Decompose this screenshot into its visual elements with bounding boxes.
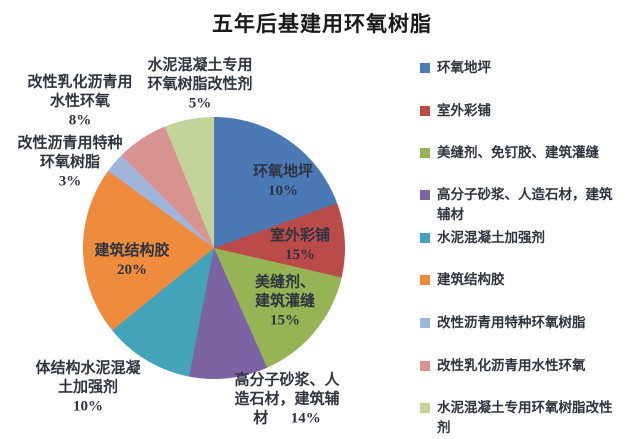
legend-label: 改性沥青用特种环氧树脂 — [437, 315, 586, 330]
legend-label: 环氧地坪 — [437, 60, 491, 75]
legend-label: 建筑结构胶 — [437, 272, 505, 287]
pie-label-shiwaicaipu: 室外彩铺 15% — [269, 228, 331, 263]
legend-swatch-icon — [420, 403, 430, 413]
legend-label: 高分子砂浆、人造石材，建筑辅材 — [437, 187, 613, 222]
pie-label-gaofenzishajiang: 高分子砂浆、人 造石材，建筑辅 材 14% — [234, 372, 340, 427]
pie-label-huanyangdiping: 环氧地坪 10% — [252, 164, 314, 199]
legend-label: 室外彩铺 — [437, 103, 491, 118]
legend-swatch-icon — [420, 190, 430, 200]
pie-label-meifengji: 美缝剂、 建筑灌缝 15% — [254, 274, 316, 329]
legend-swatch-icon — [420, 106, 430, 116]
legend-item-ruhualiqing-shuixing: 改性乳化沥青用水性环氧 — [420, 356, 617, 376]
legend-item-jianzhujiegoujiao: 建筑结构胶 — [420, 270, 617, 290]
pie-chart — [83, 117, 345, 379]
legend-swatch-icon — [420, 233, 430, 243]
legend-swatch-icon — [420, 275, 430, 285]
legend-label: 水泥混凝土加强剂 — [437, 230, 545, 245]
legend-item-huanyangdiping: 环氧地坪 — [420, 58, 617, 78]
legend-item-jiaqiangji: 水泥混凝土加强剂 — [420, 228, 617, 248]
pie-label-jianzhujiegoujiao: 建筑结构胶 20% — [94, 243, 170, 278]
legend-label: 水泥混凝土专用环氧树脂改性剂 — [437, 400, 613, 435]
pie-label-gaixingji: 水泥混凝土专用 环氧树脂改性剂 5% — [147, 57, 253, 112]
legend-label: 美缝剂、免钉胶、建筑灌缝 — [437, 145, 599, 160]
pie-label-gaixingliqing-tezhong: 改性沥青用特种 环氧树脂 3% — [17, 135, 123, 190]
legend-item-gaixingliqing-tezhong: 改性沥青用特种环氧树脂 — [420, 313, 617, 333]
pie-label-jiaqiangji: 体结构水泥混凝 土加强剂 10% — [35, 360, 141, 415]
legend-swatch-icon — [420, 148, 430, 158]
legend-swatch-icon — [420, 63, 430, 73]
legend-item-shiwaicaipu: 室外彩铺 — [420, 101, 617, 121]
legend-swatch-icon — [420, 361, 430, 371]
legend-item-gaofenzishajiang: 高分子砂浆、人造石材，建筑辅材 — [420, 185, 617, 225]
chart-title: 五年后基建用环氧树脂 — [212, 12, 432, 36]
legend-item-gaixingji: 水泥混凝土专用环氧树脂改性剂 — [420, 398, 617, 438]
legend-item-meifengji: 美缝剂、免钉胶、建筑灌缝 — [420, 143, 617, 163]
pie-label-ruhualiqing-shuixing: 改性乳化沥青用 水性环氧 8% — [27, 74, 133, 129]
legend-swatch-icon — [420, 318, 430, 328]
legend: 环氧地坪 室外彩铺 美缝剂、免钉胶、建筑灌缝 高分子砂浆、人造石材，建筑辅材 水… — [420, 0, 644, 439]
legend-label: 改性乳化沥青用水性环氧 — [437, 358, 586, 373]
